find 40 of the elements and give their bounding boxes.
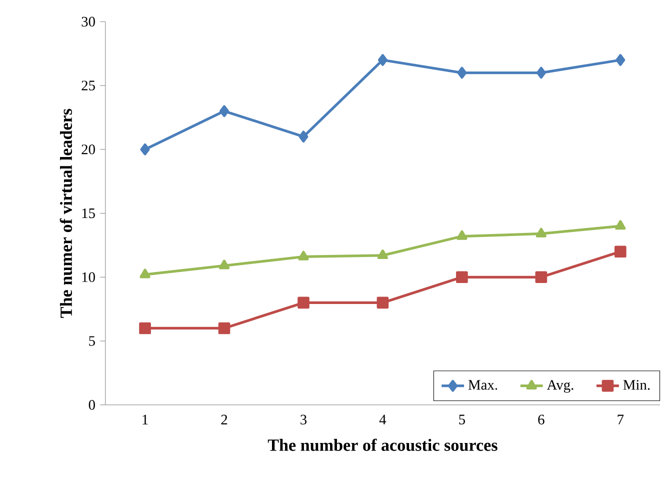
point	[456, 230, 468, 240]
point	[536, 66, 546, 78]
point	[535, 271, 548, 283]
point	[140, 143, 150, 156]
point	[377, 249, 388, 259]
legend-label: Min.	[623, 380, 650, 390]
point	[140, 268, 150, 278]
legend-label: Avg.	[546, 380, 574, 392]
point	[615, 220, 626, 230]
y-tick-label: 5	[89, 336, 95, 346]
point	[298, 296, 310, 308]
point	[376, 296, 389, 308]
x-tick-label: 2	[221, 414, 228, 424]
x-tick-label: 3	[300, 414, 307, 424]
y-axis-title: The numer of virtual leaders	[60, 108, 72, 318]
y-tick-label: 10	[82, 272, 95, 282]
x-axis-title: The number of acoustic sources	[268, 438, 498, 451]
x-tick-label: 4	[379, 414, 386, 424]
point	[219, 104, 230, 117]
x-tick-label: 7	[618, 414, 624, 424]
x-tick-label: 1	[142, 414, 148, 424]
point	[298, 130, 308, 142]
point	[378, 54, 388, 66]
point	[218, 322, 230, 334]
point	[139, 322, 151, 334]
point	[614, 245, 626, 258]
point	[298, 250, 309, 260]
legend-label: Max.	[468, 380, 498, 390]
point	[616, 54, 626, 66]
x-tick-label: 5	[459, 414, 465, 424]
point	[536, 228, 546, 238]
y-tick-label: 25	[82, 80, 95, 90]
point	[457, 66, 467, 78]
y-tick-label: 15	[82, 208, 95, 218]
x-tick-label: 6	[538, 414, 544, 424]
y-tick-label: 20	[82, 144, 95, 154]
y-tick-label: 30	[82, 16, 95, 26]
point	[218, 260, 230, 270]
point	[456, 271, 468, 283]
y-tick-label: 0	[88, 400, 95, 410]
